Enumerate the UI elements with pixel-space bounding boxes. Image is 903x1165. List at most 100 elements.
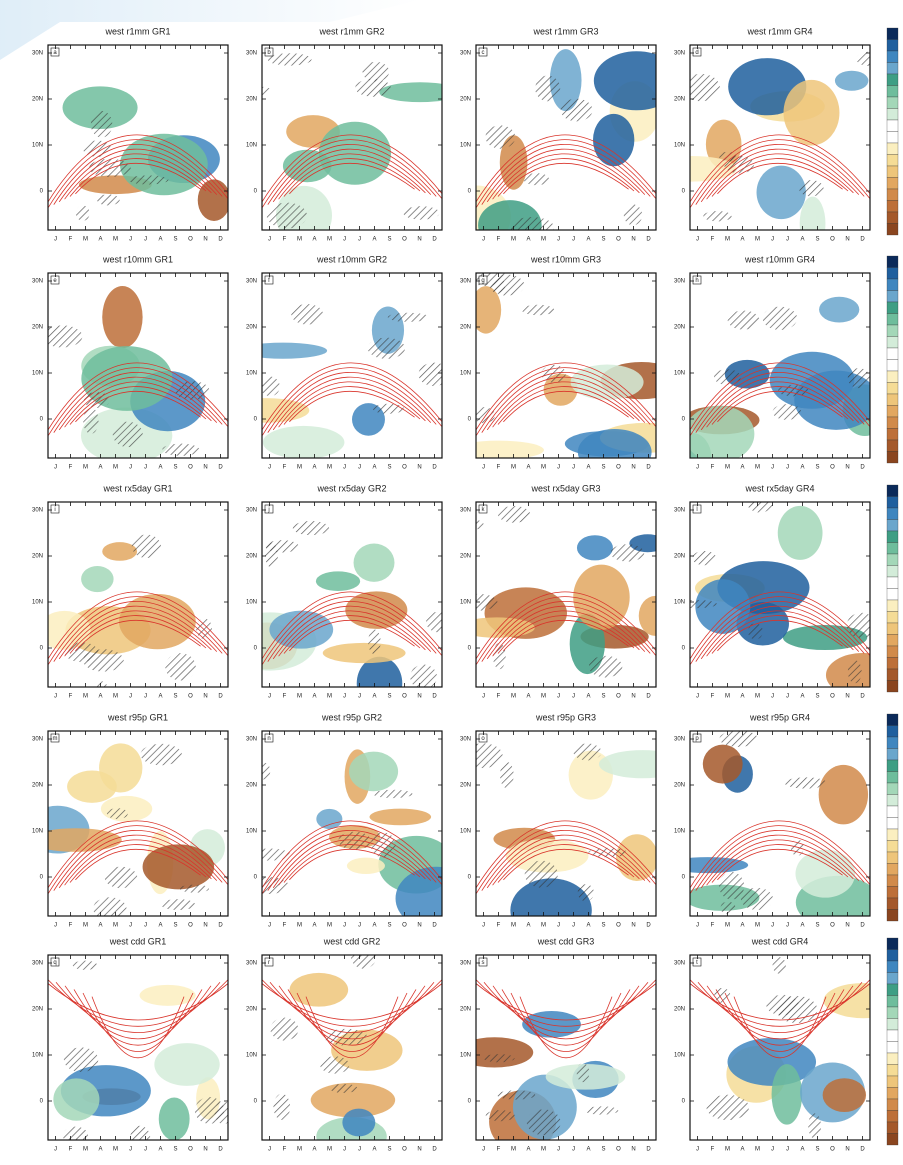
x-tick-label: D (218, 465, 223, 471)
significance-hatching (355, 79, 391, 97)
x-tick-label: D (218, 923, 223, 929)
significance-hatching (535, 76, 560, 102)
x-tick-label: A (526, 1147, 530, 1153)
shaded-field (823, 1078, 866, 1112)
panel-title: west r95p GR2 (321, 712, 382, 722)
y-tick-label: 10N (460, 600, 471, 606)
significance-hatching (524, 173, 550, 185)
panel-title: west cdd GR4 (751, 936, 809, 946)
panel: west r10mm GR1e30N20N10N0JFMAMJJASOND (32, 254, 233, 470)
significance-hatching (373, 790, 412, 798)
significance-hatching (320, 1056, 349, 1073)
x-tick-label: J (129, 694, 132, 700)
panel-title: west rx5day GR2 (316, 483, 386, 493)
shaded-field (684, 406, 754, 463)
y-tick-label: 10N (674, 829, 685, 835)
y-tick-label: 20N (674, 1007, 685, 1013)
x-tick-label: M (725, 923, 730, 929)
colorbar-segment (887, 875, 898, 887)
x-tick-label: N (845, 465, 849, 471)
x-tick-label: J (557, 923, 560, 929)
colorbar-segment (887, 360, 898, 372)
colorbar-segment (887, 806, 898, 818)
x-tick-label: M (541, 923, 546, 929)
x-tick-label: M (83, 1147, 88, 1153)
significance-hatching (561, 99, 593, 122)
x-tick-label: M (755, 694, 760, 700)
significance-hatching (107, 808, 128, 819)
x-tick-label: J (771, 923, 774, 929)
x-tick-label: F (497, 465, 501, 471)
colorbar-segment (887, 864, 898, 876)
x-tick-label: F (497, 923, 501, 929)
x-tick-label: S (815, 1147, 819, 1153)
significance-hatching (368, 630, 380, 655)
x-tick-label: J (771, 465, 774, 471)
x-tick-label: M (83, 923, 88, 929)
colorbar-segment (887, 996, 898, 1008)
y-tick-label: 30N (674, 508, 685, 514)
y-tick-label: 20N (674, 783, 685, 789)
y-tick-label: 10N (246, 1053, 257, 1059)
panel-title: west r1mm GR3 (532, 26, 598, 36)
colorbar-segment (887, 543, 898, 555)
x-tick-label: N (203, 1147, 207, 1153)
x-tick-label: F (497, 237, 501, 243)
x-tick-label: M (725, 1147, 730, 1153)
significance-hatching (719, 872, 744, 900)
x-tick-label: M (511, 1147, 516, 1153)
panel: west rx5day GR1i30N20N10N0JFMAMJJASOND (32, 483, 233, 699)
panel-letter: j (267, 507, 269, 513)
colorbar-segment (887, 394, 898, 406)
y-tick-label: 20N (674, 325, 685, 331)
x-tick-label: S (173, 1147, 177, 1153)
significance-hatching (527, 1109, 561, 1135)
x-tick-label: J (144, 694, 147, 700)
x-tick-label: S (173, 465, 177, 471)
y-tick-label: 20N (32, 554, 43, 560)
colorbar-segment (887, 658, 898, 670)
x-tick-label: D (646, 465, 651, 471)
y-tick-label: 30N (246, 961, 257, 967)
panel: west cdd GR2r30N20N10N0JFMAMJJASOND (246, 936, 452, 1156)
significance-hatching (113, 422, 143, 447)
colorbar-segment (887, 143, 898, 155)
colorbar-segment (887, 749, 898, 761)
x-tick-label: A (372, 1147, 376, 1153)
x-tick-label: S (173, 923, 177, 929)
significance-hatching (105, 867, 138, 889)
x-tick-label: O (830, 237, 835, 243)
x-tick-label: D (646, 1147, 651, 1153)
panel-title: west r95p GR1 (107, 712, 168, 722)
x-tick-label: N (845, 694, 849, 700)
y-tick-label: 10N (32, 143, 43, 149)
x-tick-label: O (616, 1147, 621, 1153)
panel: west r10mm GR3g30N20N10N0JFMAMJJASOND (453, 254, 691, 475)
colorbar-segment (887, 600, 898, 612)
significance-hatching (706, 1095, 748, 1120)
x-tick-label: N (417, 1147, 421, 1153)
colorbar-segment (887, 910, 898, 922)
significance-hatching (403, 206, 439, 220)
x-tick-label: A (800, 237, 804, 243)
x-tick-label: N (203, 465, 207, 471)
panel-title: west r1mm GR4 (746, 26, 812, 36)
shaded-field (102, 542, 137, 561)
x-tick-label: S (387, 237, 391, 243)
y-tick-label: 30N (32, 508, 43, 514)
x-tick-label: M (113, 465, 118, 471)
x-tick-label: M (297, 923, 302, 929)
x-tick-label: M (113, 694, 118, 700)
x-tick-label: J (786, 465, 789, 471)
x-tick-label: N (203, 923, 207, 929)
x-tick-label: M (83, 694, 88, 700)
significance-hatching (773, 404, 802, 420)
x-tick-label: F (497, 694, 501, 700)
panel-letter: c (482, 50, 485, 56)
significance-hatching (161, 899, 195, 910)
significance-hatching (719, 730, 757, 746)
x-tick-label: M (327, 237, 332, 243)
colorbar-segment (887, 383, 898, 395)
